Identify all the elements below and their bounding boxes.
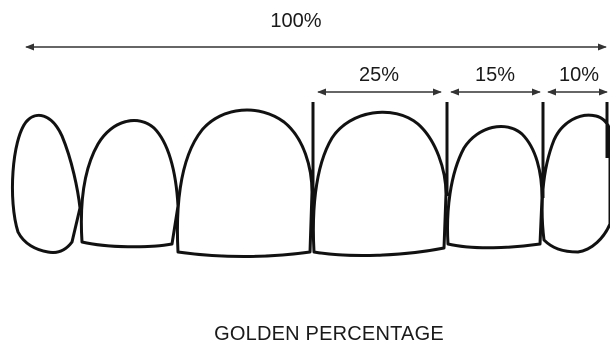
- left-lateral-incisor-tooth: [446, 125, 544, 250]
- diagram-caption: GOLDEN PERCENTAGE: [214, 323, 444, 345]
- left-central-incisor-tooth: [311, 110, 448, 257]
- left-canine-tooth: [540, 113, 610, 254]
- total-width-label: 100%: [270, 10, 321, 32]
- right-canine-tooth: [10, 113, 82, 254]
- canine-width-label: 10%: [559, 64, 599, 86]
- right-central-incisor-tooth: [175, 108, 314, 258]
- right-lateral-incisor-tooth: [79, 119, 180, 249]
- lateral-incisor-width-label: 15%: [475, 64, 515, 86]
- central-incisor-width-label: 25%: [359, 64, 399, 86]
